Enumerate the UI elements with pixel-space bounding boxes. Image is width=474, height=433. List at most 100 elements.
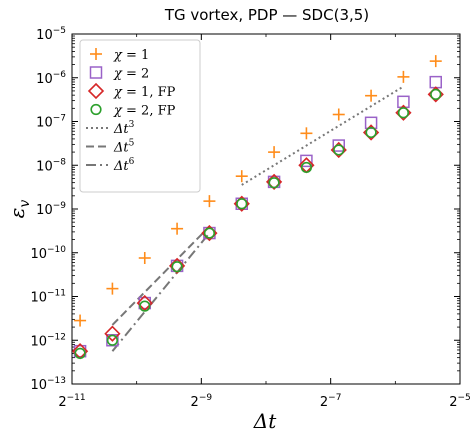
data-point-plus (138, 252, 151, 264)
data-point-plus (74, 314, 87, 327)
y-tick-base: 10 (30, 291, 47, 306)
data-point-diamond (104, 325, 121, 342)
y-tick-label: 10−6 (36, 70, 66, 87)
legend-box (79, 39, 201, 193)
y-tick-label: 10−5 (36, 26, 66, 43)
data-point-square (300, 154, 313, 168)
data-point-plus (203, 195, 216, 208)
data-point-circle (365, 126, 377, 139)
y-tick-base: 10 (36, 28, 53, 43)
y-tick-label: 10−8 (36, 157, 66, 174)
data-point-plus (429, 55, 442, 68)
legend-value: = 1, FP (122, 85, 176, 100)
legend-symbol: Δt (113, 141, 129, 156)
data-point-diamond (265, 173, 283, 191)
y-tick-base: 10 (36, 72, 53, 87)
legend-label: χ = 1 (113, 48, 149, 63)
data-point-square (429, 75, 442, 89)
data-point-circle (333, 144, 345, 156)
data-point-plus (268, 146, 281, 159)
legend-label: χ = 1, FP (113, 85, 176, 100)
data-point-plus (365, 89, 378, 102)
data-point-plus (332, 108, 345, 121)
data-point-square (73, 344, 87, 358)
data-point-circle (236, 198, 248, 210)
y-tick-label: 10−11 (30, 289, 66, 306)
legend-label: Δt6 (113, 157, 135, 174)
reference-lines (111, 85, 404, 352)
legend-exponent: 5 (129, 139, 135, 149)
reference-line-dotted (241, 85, 404, 186)
data-point-plus (106, 282, 119, 295)
data-point-circle (139, 300, 151, 312)
data-point-square (332, 139, 345, 152)
y-tick-exponent: −13 (47, 376, 66, 386)
data-point-circle (74, 347, 86, 359)
y-tick-label: 10−12 (30, 332, 66, 349)
legend-label: χ = 2, FP (113, 104, 176, 119)
legend-marker-diamond (87, 82, 105, 100)
y-tick-exponent: −8 (53, 157, 67, 167)
data-point-plus (235, 170, 248, 183)
x-tick-exponent: −9 (199, 393, 213, 403)
data-point-square (364, 116, 378, 130)
data-point-circle (203, 227, 216, 239)
legend-marker-square (89, 66, 103, 79)
data-point-circle (268, 177, 280, 189)
y-tick-exponent: −10 (47, 245, 66, 255)
y-axis-label: εv (5, 200, 33, 219)
y-tick-exponent: −6 (53, 70, 67, 80)
legend-value: = 1 (122, 48, 149, 63)
data-point-circle (397, 107, 410, 119)
y-tick-base: 10 (30, 378, 47, 393)
legend-label: Δt3 (113, 120, 135, 137)
x-tick-label: 2−9 (191, 393, 213, 410)
y-tick-base: 10 (36, 203, 53, 218)
x-tick-label: 2−7 (320, 393, 342, 410)
y-tick-exponent: −11 (47, 289, 66, 299)
legend-value: = 2 (122, 67, 149, 82)
x-tick-exponent: −5 (458, 393, 471, 403)
y-tick-base: 10 (36, 116, 53, 131)
legend-exponent: 6 (129, 157, 135, 167)
legend-value: = 2, FP (122, 104, 176, 119)
data-point-circle (300, 161, 313, 174)
x-tick-base: 2 (191, 395, 199, 410)
data-point-plus (300, 127, 313, 140)
y-tick-label: 10−10 (30, 245, 66, 262)
reference-line-dashdot (111, 232, 211, 352)
data-point-square (138, 296, 151, 310)
legend-label: Δt5 (113, 139, 135, 156)
legend-exponent: 3 (129, 120, 135, 130)
x-tick-base: 2 (320, 395, 328, 410)
y-tick-exponent: −5 (53, 26, 66, 36)
x-tick-exponent: −11 (67, 393, 86, 403)
legend-symbol: χ (113, 85, 123, 100)
data-point-diamond (168, 257, 186, 275)
y-tick-label: 10−9 (36, 201, 66, 218)
y-tick-exponent: −12 (47, 332, 66, 342)
x-tick-label: 2−11 (58, 393, 85, 410)
data-point-circle (106, 334, 119, 346)
chart-title: TG vortex, PDP — SDC(3,5) (164, 6, 369, 24)
data-point-diamond (136, 294, 153, 312)
data-point-circle (430, 88, 442, 100)
y-tick-base: 10 (30, 334, 47, 349)
legend-symbol: χ (113, 104, 123, 119)
y-tick-exponent: −9 (53, 201, 67, 211)
x-axis-label: Δt (253, 409, 277, 433)
x-tick-exponent: −7 (328, 393, 341, 403)
legend-symbol: χ (113, 48, 123, 63)
data-point-circle (171, 261, 183, 273)
legend-symbol: Δt (113, 122, 129, 137)
x-tick-label: 2−5 (449, 393, 471, 410)
legend-label: χ = 2 (113, 67, 149, 82)
y-tick-label: 10−7 (36, 114, 66, 131)
data-point-plus (171, 222, 184, 235)
legend-symbol: Δt (113, 159, 129, 174)
legend-marker-plus (90, 48, 102, 60)
x-tick-base: 2 (58, 395, 66, 410)
series-4 (74, 88, 442, 359)
